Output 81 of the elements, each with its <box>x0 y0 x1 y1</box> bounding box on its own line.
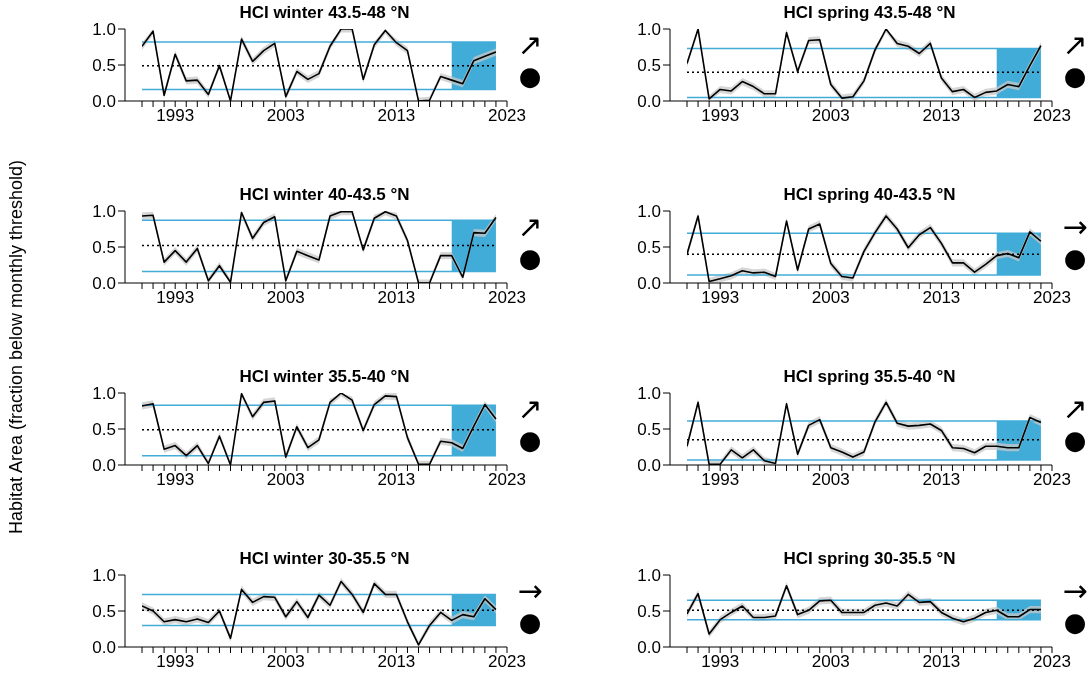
y-tick-label: 1.0 <box>92 20 116 40</box>
text: ● <box>517 243 543 273</box>
text: → <box>1061 209 1089 244</box>
y-tick-label: 1.0 <box>637 20 661 40</box>
chart-title: HCI spring 43.5-48 °N <box>782 3 957 23</box>
x-tick-label: 1993 <box>701 106 740 126</box>
y-tick-label: 0.0 <box>92 638 116 658</box>
text: ● <box>1062 425 1088 455</box>
chart-title: HCI spring 30-35.5 °N <box>782 549 957 569</box>
x-tick-label: 1993 <box>701 288 740 308</box>
y-tick-label: 0.5 <box>92 56 116 76</box>
y-tick-label: 0.5 <box>637 420 661 440</box>
y-tick-label: 1.0 <box>637 202 661 222</box>
chart-title: HCI spring 35.5-40 °N <box>782 367 957 387</box>
x-tick-label: 2013 <box>377 652 416 672</box>
x-tick-label: 2023 <box>1033 652 1071 672</box>
text: ↗ <box>516 209 544 244</box>
y-tick-label: 0.5 <box>92 602 116 622</box>
y-tick-label: 1.0 <box>637 384 661 404</box>
chart-title: HCI spring 40-43.5 °N <box>782 185 957 205</box>
text: ↗ <box>516 391 544 426</box>
x-tick-label: 2003 <box>811 652 850 672</box>
x-tick-label: 1993 <box>156 288 195 308</box>
text: ● <box>517 607 543 637</box>
text: ↗ <box>1061 27 1089 62</box>
x-tick-label: 2023 <box>488 106 526 126</box>
text: ● <box>1062 607 1088 637</box>
x-tick-label: 2003 <box>266 106 305 126</box>
x-tick-label: 2013 <box>922 470 961 490</box>
x-tick-label: 2013 <box>377 288 416 308</box>
x-tick-label: 2003 <box>266 288 305 308</box>
y-tick-label: 1.0 <box>92 202 116 222</box>
text: ● <box>1062 243 1088 273</box>
x-tick-label: 2013 <box>922 106 961 126</box>
text: → <box>1061 573 1089 608</box>
text: ↗ <box>516 27 544 62</box>
text: ● <box>1062 61 1088 91</box>
x-tick-label: 2023 <box>1033 106 1071 126</box>
text: ● <box>517 425 543 455</box>
x-tick-label: 1993 <box>156 470 195 490</box>
x-tick-label: 2013 <box>922 288 961 308</box>
y-tick-label: 0.0 <box>637 92 661 112</box>
y-tick-label: 0.5 <box>637 56 661 76</box>
x-tick-label: 2013 <box>377 470 416 490</box>
chart-title: HCI winter 30-35.5 °N <box>238 549 411 569</box>
y-tick-label: 1.0 <box>92 384 116 404</box>
y-tick-label: 0.0 <box>637 638 661 658</box>
y-tick-label: 0.0 <box>92 274 116 294</box>
y-tick-label: 0.0 <box>637 456 661 476</box>
x-tick-label: 2023 <box>488 288 526 308</box>
chart-title: HCI winter 40-43.5 °N <box>238 185 411 205</box>
x-tick-label: 2023 <box>488 652 526 672</box>
chart-title: HCI winter 43.5-48 °N <box>238 3 411 23</box>
y-axis-title: Habitat Area (fraction below monthly threshold) <box>5 159 27 535</box>
x-tick-label: 2013 <box>922 652 961 672</box>
y-tick-label: 0.0 <box>637 274 661 294</box>
x-tick-label: 2003 <box>266 470 305 490</box>
x-tick-label: 1993 <box>701 652 740 672</box>
x-tick-label: 2003 <box>266 652 305 672</box>
y-tick-label: 0.0 <box>92 92 116 112</box>
y-tick-label: 0.5 <box>92 420 116 440</box>
y-tick-label: 1.0 <box>637 566 661 586</box>
text: ● <box>517 61 543 91</box>
x-tick-label: 2003 <box>811 288 850 308</box>
y-tick-label: 0.5 <box>92 238 116 258</box>
x-tick-label: 1993 <box>156 106 195 126</box>
x-tick-label: 2013 <box>377 106 416 126</box>
x-tick-label: 2003 <box>811 470 850 490</box>
text: ↗ <box>1061 391 1089 426</box>
y-tick-label: 0.5 <box>637 238 661 258</box>
x-tick-label: 2023 <box>1033 288 1071 308</box>
text: → <box>516 573 544 608</box>
y-tick-label: 0.0 <box>92 456 116 476</box>
x-tick-label: 1993 <box>156 652 195 672</box>
x-tick-label: 2023 <box>488 470 526 490</box>
y-tick-label: 1.0 <box>92 566 116 586</box>
x-tick-label: 2023 <box>1033 470 1071 490</box>
y-tick-label: 0.5 <box>637 602 661 622</box>
chart-title: HCI winter 35.5-40 °N <box>238 367 411 387</box>
x-tick-label: 1993 <box>701 470 740 490</box>
x-tick-label: 2003 <box>811 106 850 126</box>
